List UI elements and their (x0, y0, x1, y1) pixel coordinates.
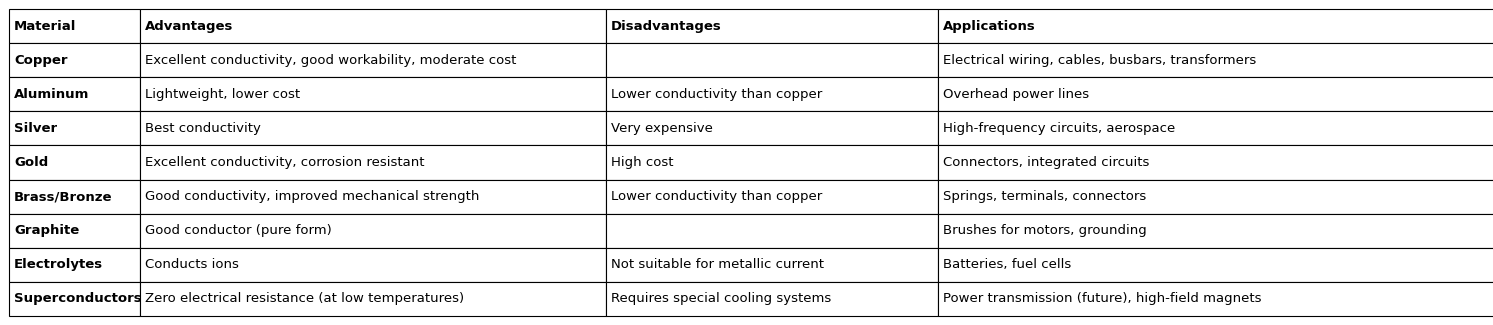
Bar (140, 43, 606, 77)
Bar (606, 111, 938, 146)
Text: Material: Material (13, 20, 76, 32)
Bar (140, 248, 606, 282)
Text: Graphite: Graphite (13, 224, 79, 237)
Text: Copper: Copper (13, 54, 67, 67)
Bar (606, 282, 938, 316)
Bar (9, 146, 140, 179)
Text: Gold: Gold (13, 156, 48, 169)
Bar (140, 282, 606, 316)
Bar (140, 214, 606, 248)
Bar (9, 282, 140, 316)
Text: High-frequency circuits, aerospace: High-frequency circuits, aerospace (944, 122, 1175, 135)
Text: Overhead power lines: Overhead power lines (944, 88, 1088, 101)
Text: Zero electrical resistance (at low temperatures): Zero electrical resistance (at low tempe… (145, 292, 464, 306)
Bar (938, 179, 1493, 214)
Text: Connectors, integrated circuits: Connectors, integrated circuits (944, 156, 1150, 169)
Bar (140, 146, 606, 179)
Text: Applications: Applications (944, 20, 1036, 32)
Text: Silver: Silver (13, 122, 57, 135)
Text: Requires special cooling systems: Requires special cooling systems (611, 292, 832, 306)
Bar (938, 214, 1493, 248)
Bar (938, 248, 1493, 282)
Text: Lightweight, lower cost: Lightweight, lower cost (145, 88, 300, 101)
Bar (938, 111, 1493, 146)
Text: Electrolytes: Electrolytes (13, 258, 103, 271)
Bar (9, 43, 140, 77)
Text: Lower conductivity than copper: Lower conductivity than copper (611, 190, 823, 203)
Bar (938, 43, 1493, 77)
Text: Lower conductivity than copper: Lower conductivity than copper (611, 88, 823, 101)
Text: Superconductors: Superconductors (13, 292, 142, 306)
Text: Springs, terminals, connectors: Springs, terminals, connectors (944, 190, 1147, 203)
Text: Good conductor (pure form): Good conductor (pure form) (145, 224, 331, 237)
Text: Power transmission (future), high-field magnets: Power transmission (future), high-field … (944, 292, 1262, 306)
Text: Electrical wiring, cables, busbars, transformers: Electrical wiring, cables, busbars, tran… (944, 54, 1256, 67)
Bar (9, 77, 140, 111)
Text: Advantages: Advantages (145, 20, 233, 32)
Bar (938, 282, 1493, 316)
Text: Excellent conductivity, good workability, moderate cost: Excellent conductivity, good workability… (145, 54, 517, 67)
Bar (9, 179, 140, 214)
Bar (140, 9, 606, 43)
Bar (606, 9, 938, 43)
Bar (938, 77, 1493, 111)
Text: Excellent conductivity, corrosion resistant: Excellent conductivity, corrosion resist… (145, 156, 424, 169)
Bar (9, 111, 140, 146)
Text: Brass/Bronze: Brass/Bronze (13, 190, 112, 203)
Text: Very expensive: Very expensive (611, 122, 712, 135)
Bar (9, 214, 140, 248)
Bar (606, 179, 938, 214)
Bar (140, 111, 606, 146)
Text: Best conductivity: Best conductivity (145, 122, 261, 135)
Text: Good conductivity, improved mechanical strength: Good conductivity, improved mechanical s… (145, 190, 479, 203)
Text: Not suitable for metallic current: Not suitable for metallic current (611, 258, 824, 271)
Bar (606, 146, 938, 179)
Bar (606, 77, 938, 111)
Bar (606, 43, 938, 77)
Bar (938, 9, 1493, 43)
Bar (606, 248, 938, 282)
Bar (938, 146, 1493, 179)
Bar (140, 77, 606, 111)
Text: High cost: High cost (611, 156, 673, 169)
Bar (9, 9, 140, 43)
Text: Brushes for motors, grounding: Brushes for motors, grounding (944, 224, 1147, 237)
Text: Aluminum: Aluminum (13, 88, 90, 101)
Text: Batteries, fuel cells: Batteries, fuel cells (944, 258, 1072, 271)
Text: Disadvantages: Disadvantages (611, 20, 721, 32)
Bar (140, 179, 606, 214)
Bar (606, 214, 938, 248)
Text: Conducts ions: Conducts ions (145, 258, 239, 271)
Bar (9, 248, 140, 282)
